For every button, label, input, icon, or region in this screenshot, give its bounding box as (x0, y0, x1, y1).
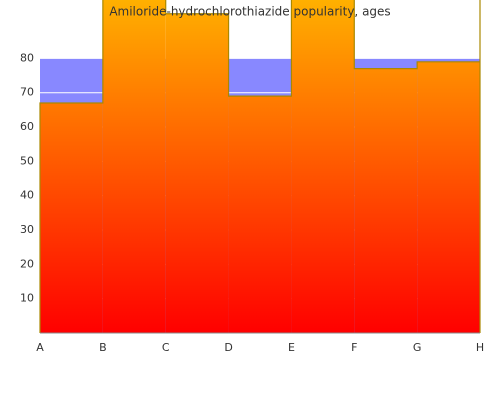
step-area (417, 62, 480, 333)
y-tick-label: 80 (20, 51, 34, 64)
step-area (291, 0, 354, 333)
step-area (166, 14, 229, 333)
x-tick-label: G (413, 341, 422, 354)
step-area (40, 103, 103, 333)
step-area (103, 0, 166, 333)
x-tick-label: D (224, 341, 232, 354)
y-tick-label: 70 (20, 86, 34, 99)
y-tick-label: 50 (20, 154, 34, 167)
step-area (354, 69, 417, 333)
x-tick-label: H (476, 341, 484, 354)
x-tick-label: B (99, 341, 107, 354)
x-tick-label: C (162, 341, 170, 354)
chart-title: Amiloride-hydrochlorothiazide popularity… (109, 5, 390, 19)
x-tick-label: E (288, 341, 295, 354)
y-tick-label: 60 (20, 120, 34, 133)
x-tick-label: F (351, 341, 357, 354)
x-tick-label: A (36, 341, 44, 354)
y-tick-label: 20 (20, 257, 34, 270)
y-tick-label: 40 (20, 189, 34, 202)
y-tick-label: 30 (20, 223, 34, 236)
plot-area (40, 0, 480, 333)
step-area (229, 96, 292, 333)
y-tick-label: 10 (20, 292, 34, 305)
